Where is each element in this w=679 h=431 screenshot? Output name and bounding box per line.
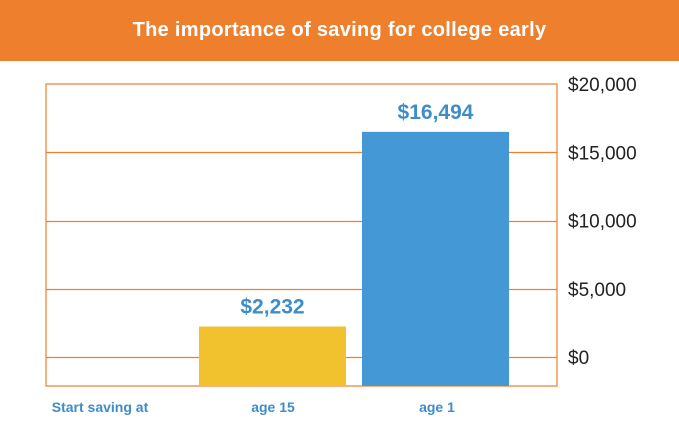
y-tick-label: $5,000 xyxy=(568,280,626,301)
y-tick-label: $10,000 xyxy=(568,212,637,233)
bars xyxy=(199,131,509,386)
y-tick-label: $20,000 xyxy=(568,75,637,96)
chart-title: The importance of saving for college ear… xyxy=(132,19,547,41)
bar-age-15 xyxy=(199,326,346,386)
bar-age-1 xyxy=(362,131,509,386)
category-label: Start saving at xyxy=(52,399,149,415)
data-label: $16,494 xyxy=(398,101,474,124)
category-label: age 15 xyxy=(251,399,295,415)
y-axis-ticks: $0 $5,000 $10,000 $15,000 $20,000 xyxy=(568,75,637,369)
category-labels: Start saving at age 15 age 1 xyxy=(52,399,455,415)
y-tick-label: $0 xyxy=(568,348,589,369)
y-tick-label: $15,000 xyxy=(568,143,637,164)
title-banner: The importance of saving for college ear… xyxy=(0,0,679,61)
data-label: $2,232 xyxy=(240,296,304,319)
data-labels: $2,232 $16,494 xyxy=(240,101,473,319)
category-label: age 1 xyxy=(419,399,455,415)
